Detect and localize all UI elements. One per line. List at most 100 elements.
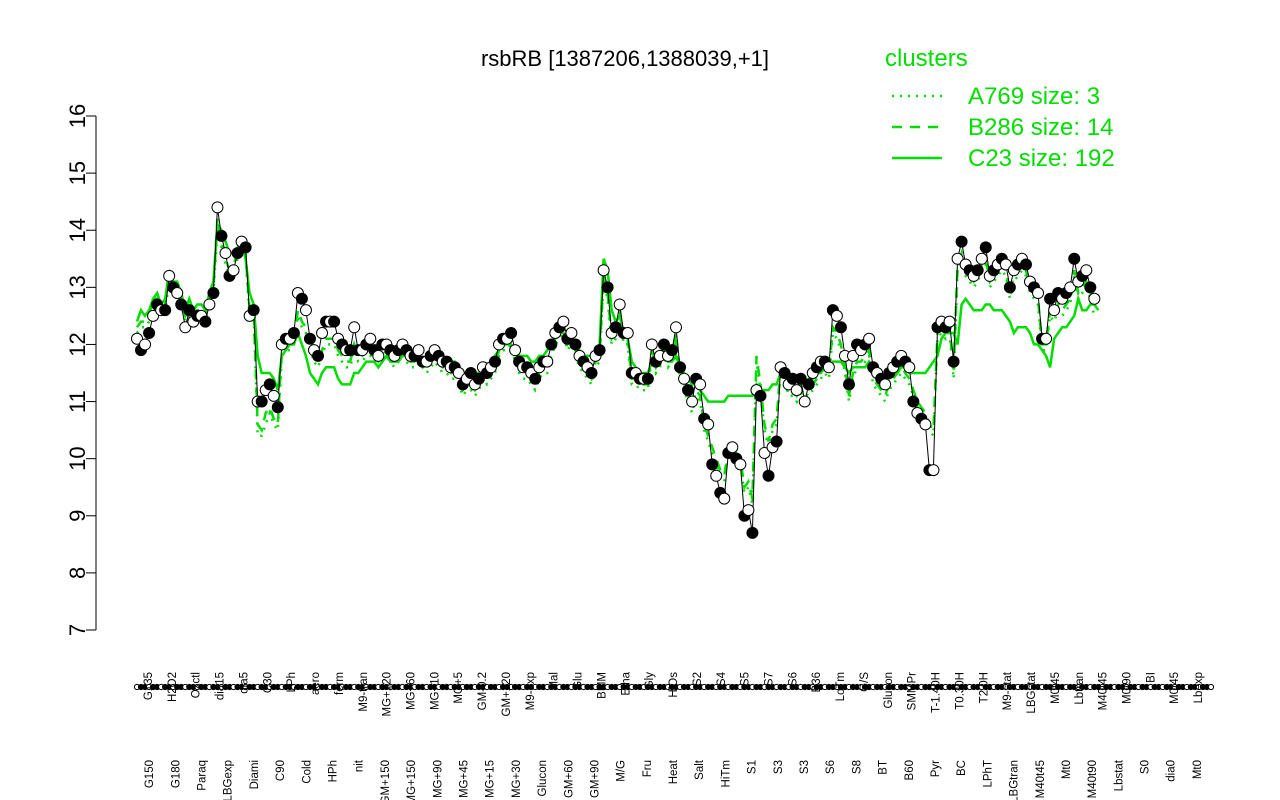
data-point <box>678 372 691 385</box>
x-tick-label: S2 <box>692 672 704 686</box>
legend-item-label: C23 size: 192 <box>968 145 1115 172</box>
x-tick-label: C30 <box>262 672 274 693</box>
data-point <box>907 395 920 408</box>
data-point <box>287 327 300 340</box>
data-point <box>219 247 232 260</box>
x-tick-label: Etha <box>620 671 632 695</box>
x-tick-label: M9-stat <box>1002 671 1014 710</box>
x-tick-label: Salt <box>694 759 706 780</box>
x-tick-label: S6 <box>825 760 837 774</box>
data-point <box>299 304 312 317</box>
data-point <box>597 264 610 277</box>
x-tick-label: Mt0 <box>1192 760 1204 779</box>
x-tick-label: dia0 <box>1166 760 1178 782</box>
data-point <box>621 327 634 340</box>
x-tick-label: H2O2 <box>167 672 179 702</box>
data-point <box>171 287 184 300</box>
x-tick-label: ferm <box>334 672 346 695</box>
data-point <box>1080 264 1093 277</box>
x-tick-label: M9-tran <box>358 672 370 712</box>
data-point <box>159 304 172 317</box>
data-point <box>131 332 143 345</box>
data-point <box>778 367 791 379</box>
x-tick-label: HPh <box>327 760 339 782</box>
data-point <box>372 349 385 362</box>
data-point <box>328 315 341 328</box>
data-point <box>609 321 622 334</box>
legend-item-label: A769 size: 3 <box>968 83 1100 110</box>
data-point <box>702 418 715 431</box>
x-tick-label: MG+150 <box>406 760 418 800</box>
x-tick-label: dia15 <box>215 672 227 700</box>
y-tick-label: 16 <box>65 104 90 128</box>
data-point <box>641 372 654 385</box>
data-point <box>569 338 582 351</box>
x-tick-label: Gly <box>644 672 656 690</box>
x-tick-label: GM+90 <box>589 760 601 798</box>
data-point <box>686 395 699 408</box>
y-tick-label: 14 <box>65 218 90 242</box>
data-point <box>822 361 835 374</box>
x-tick-label: S1 <box>747 760 759 774</box>
data-point <box>545 338 558 351</box>
x-tick-label: M40t45 <box>1098 672 1110 710</box>
x-tick-label: Paraq <box>197 760 209 791</box>
data-point <box>1064 281 1077 294</box>
x-tick-label: Glu <box>573 672 585 690</box>
x-tick-label: LBGstat <box>1026 671 1038 713</box>
x-tick-label: Diami <box>249 760 261 789</box>
legend-title: clusters <box>885 45 968 72</box>
data-point <box>529 372 542 385</box>
x-tick-label: Mt0 <box>1061 760 1073 779</box>
x-tick-label: M40t45 <box>1035 760 1047 798</box>
data-point <box>1032 287 1045 300</box>
data-point <box>951 252 964 265</box>
y-tick-label: 9 <box>65 510 90 522</box>
data-point <box>742 504 755 517</box>
data-point <box>794 372 807 385</box>
data-point <box>903 361 916 374</box>
data-point <box>770 435 783 448</box>
data-point <box>271 401 284 414</box>
x-tick-label: LPh <box>286 672 298 692</box>
x-tick-label: GM+60 <box>563 760 575 798</box>
legend-item-label: B286 size: 14 <box>968 114 1113 141</box>
x-tick-label: HiOs <box>668 672 680 698</box>
legend: clusters A769 size: 3 B286 size: 14 C23 si… <box>885 45 1115 172</box>
x-tick-label: Pyr <box>930 760 942 777</box>
data-point <box>927 464 940 477</box>
data-point <box>489 355 501 368</box>
data-point <box>682 384 695 397</box>
data-point <box>179 321 192 334</box>
x-tick-label: M0t90 <box>1121 672 1133 704</box>
y-tick-label: 11 <box>65 390 90 413</box>
data-point <box>509 344 522 357</box>
data-point <box>472 372 485 385</box>
chart-title: rsbRB [1387206,1388039,+1] <box>481 46 769 71</box>
data-point <box>175 298 188 311</box>
main-series-line <box>136 207 1095 533</box>
data-point <box>830 309 843 322</box>
data-point <box>412 344 425 357</box>
x-tick-label: S8 <box>851 760 863 774</box>
data-point <box>231 247 244 260</box>
x-tick-label: Oxctl <box>191 672 203 698</box>
x-tick-label: Fru <box>642 760 654 777</box>
data-point <box>1003 281 1016 294</box>
x-tick-label: Lbtran <box>1074 672 1086 705</box>
x-tick-label: MG+10 <box>429 672 441 710</box>
cluster-line-dotted <box>135 229 1096 505</box>
x-tick-label: MG+120 <box>382 672 394 716</box>
data-point <box>593 344 606 357</box>
x-tick-label: S7 <box>763 672 775 686</box>
data-point <box>1084 281 1097 294</box>
x-tick-label: SMMPr <box>907 672 919 711</box>
main-series <box>131 201 1101 539</box>
data-point <box>147 309 160 322</box>
x-tick-label: M/G <box>616 760 628 782</box>
data-point <box>758 446 771 459</box>
data-point <box>203 298 216 311</box>
x-tick-label: T2.0H <box>978 672 990 703</box>
x-tick-label: BT <box>878 760 890 775</box>
x-tick-label: B60 <box>904 760 916 780</box>
